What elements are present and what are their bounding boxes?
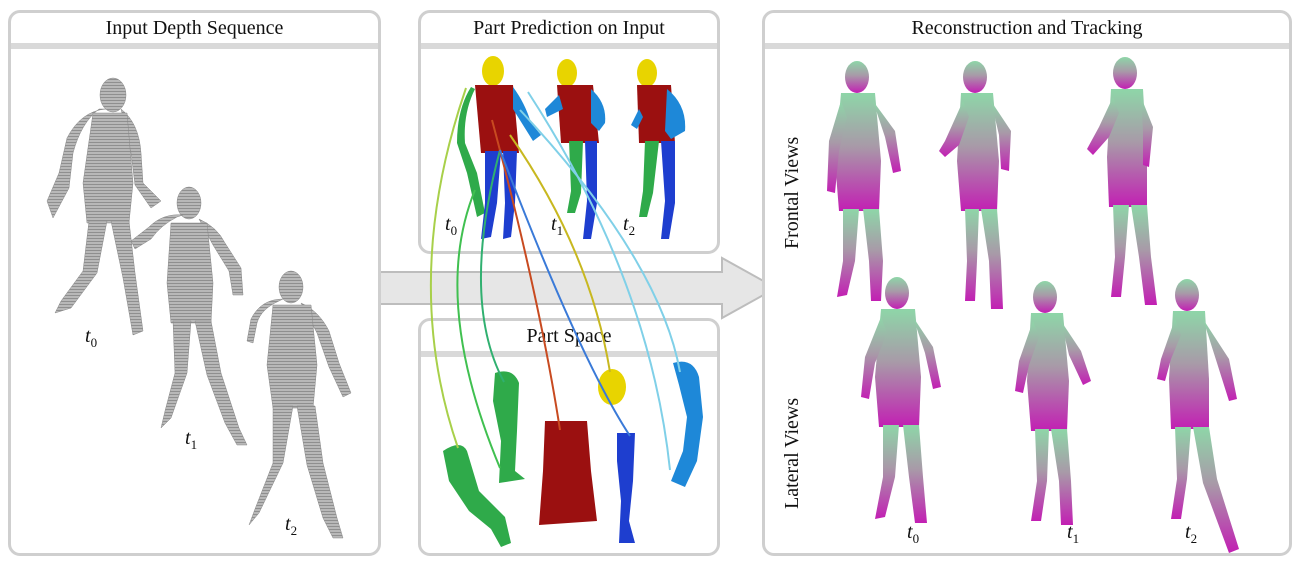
time-label-t1: t1 [185,427,198,452]
mesh-lateral-t0 [861,277,941,523]
mesh-lateral-t1 [1015,281,1091,525]
time-label-t1: t1 [1067,521,1080,546]
title-divider [11,43,378,49]
depth-scan-t2 [246,270,352,539]
reconstruction-panel: Reconstruction and Tracking Frontal View… [762,10,1292,556]
input-depth-panel: Input Depth Sequence [8,10,381,556]
time-label-t0: t0 [85,325,98,350]
depth-scan-t0 [46,77,162,336]
part-torso [539,421,597,525]
mesh-frontal-t2 [1087,57,1157,305]
part-prediction-panel: Part Prediction on Input [418,10,720,254]
part-right-leg [617,433,635,543]
reconstructed-meshes [827,57,1239,553]
part-left-arm [443,445,511,547]
segmented-figure-t0 [457,56,541,239]
prediction-panel-title: Part Prediction on Input [473,17,665,39]
time-label-t0: t0 [445,213,458,238]
part-head [598,369,626,405]
input-panel-title: Input Depth Sequence [105,17,284,39]
time-label-t0: t0 [907,521,920,546]
time-label-t2: t2 [1185,521,1198,546]
segmented-figures [457,56,686,239]
mesh-lateral-t2 [1157,279,1239,553]
time-label-t1: t1 [551,213,564,238]
part-right-arm [671,361,703,487]
title-divider [765,43,1289,49]
canonical-parts [443,361,703,547]
time-label-t2: t2 [623,213,636,238]
mesh-frontal-t0 [827,61,901,301]
depth-figures [46,77,352,539]
part-space-panel: Part Space [418,318,720,556]
part-left-leg [493,371,525,483]
time-label-t2: t2 [285,513,298,538]
depth-scan-t1 [130,186,248,446]
reconstruction-panel-title: Reconstruction and Tracking [911,17,1143,39]
segmented-figure-t1 [545,59,606,239]
segmented-figure-t2 [631,59,686,239]
mesh-frontal-t1 [939,61,1011,309]
title-divider [421,43,717,49]
